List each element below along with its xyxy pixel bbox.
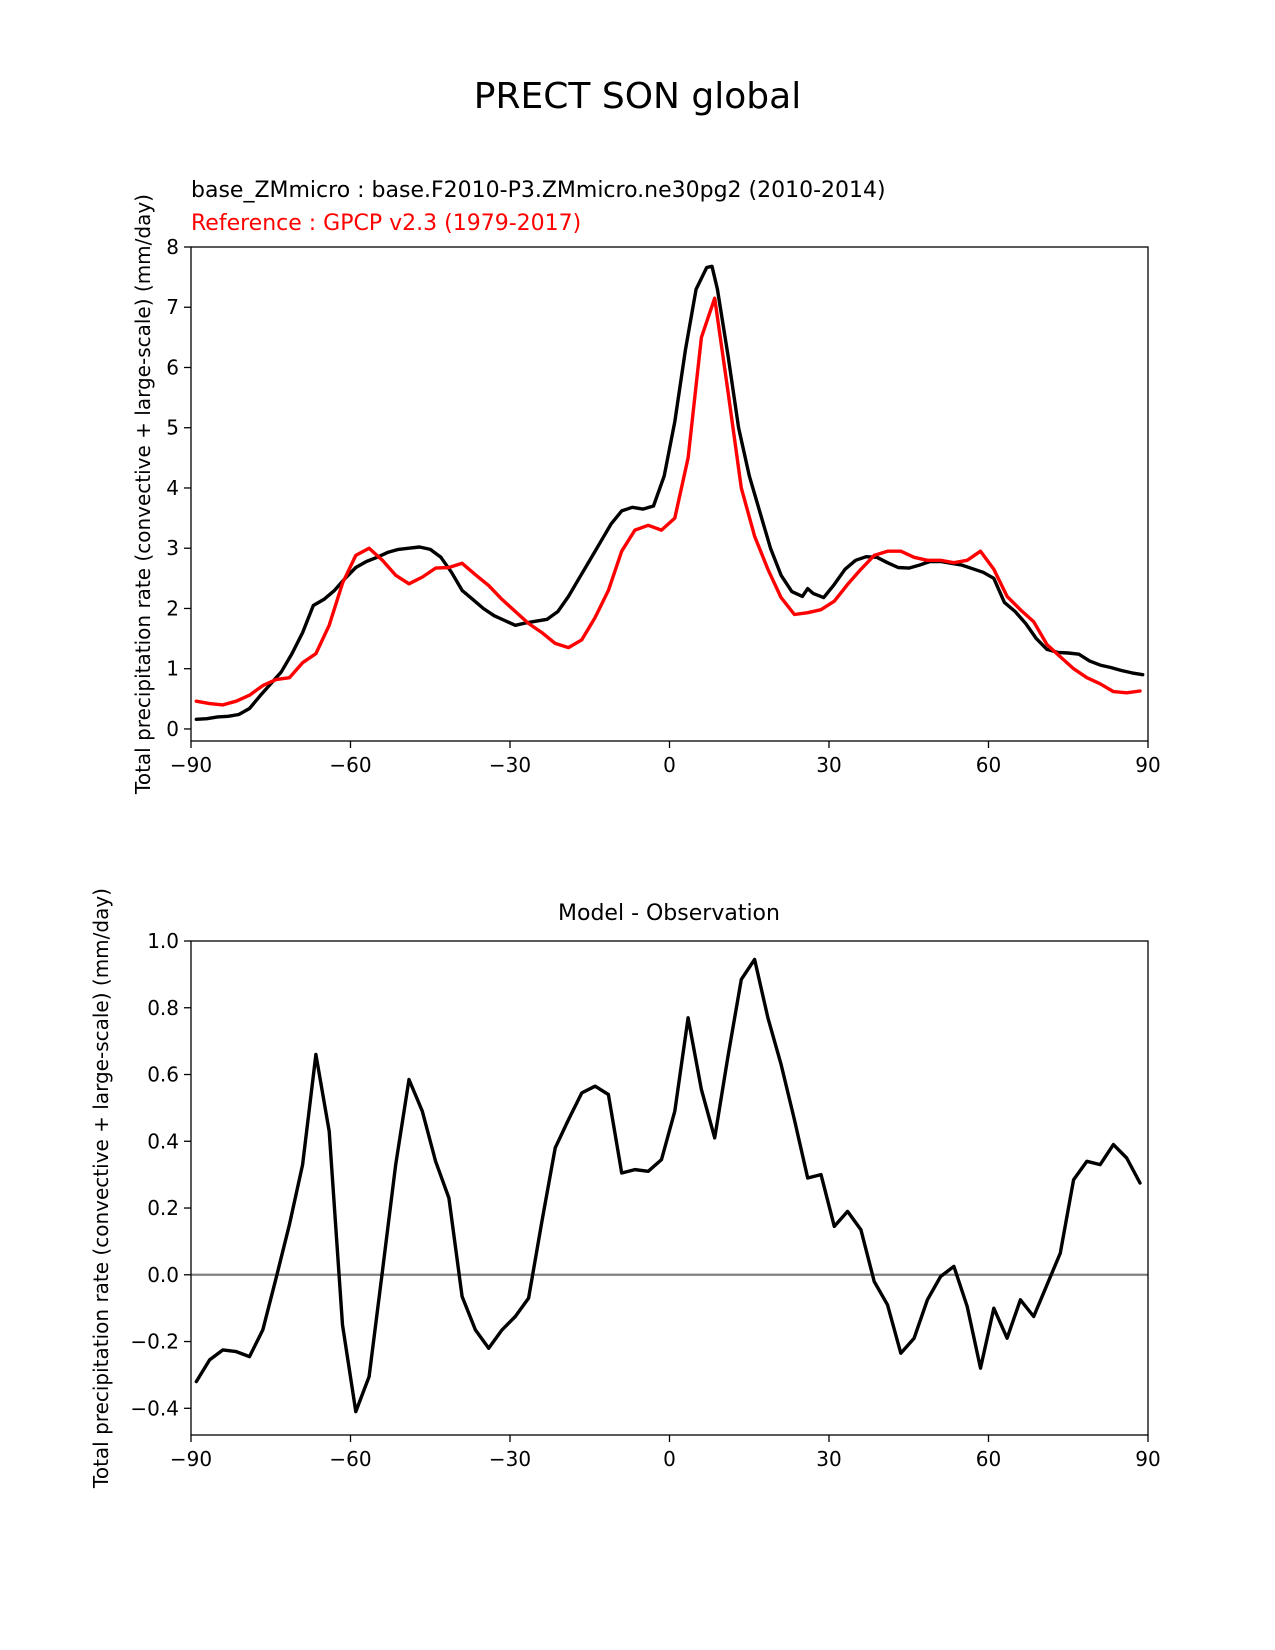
top-plot-area: −90 −60 −30 0 30 60 90 0 1 2 3 4 5 6 7 8 <box>166 235 1160 777</box>
y-tick-label: 5 <box>166 416 179 440</box>
x-tick-label: 60 <box>976 1447 1001 1471</box>
y-tick-label: 0 <box>166 717 179 741</box>
x-tick-label: 0 <box>663 753 676 777</box>
y-tick-label: 1.0 <box>147 929 179 953</box>
x-tick-label: 30 <box>816 1447 841 1471</box>
x-tick-label: −30 <box>489 753 531 777</box>
x-tick-label: −60 <box>329 1447 371 1471</box>
x-tick-label: 30 <box>816 753 841 777</box>
x-tick-label: 90 <box>1135 753 1160 777</box>
x-tick-label: 60 <box>976 753 1001 777</box>
y-tick-label: 0.8 <box>147 996 179 1020</box>
y-tick-label: 4 <box>166 476 179 500</box>
y-tick-label: 6 <box>166 355 179 379</box>
x-tick-label: −90 <box>170 1447 212 1471</box>
x-tick-label: 0 <box>663 1447 676 1471</box>
y-tick-label: 0.4 <box>147 1129 179 1153</box>
y-tick-label: 0.2 <box>147 1196 179 1220</box>
series-line-gpcp-v2-3 <box>194 296 1142 707</box>
y-tick-label: 0.0 <box>147 1263 179 1287</box>
series-line-base-zmmicro <box>194 264 1145 721</box>
top-y-axis-label: Total precipitation rate (convective + l… <box>131 194 155 795</box>
reference-legend-title: Reference : GPCP v2.3 (1979-2017) <box>191 211 581 236</box>
y-tick-label: 7 <box>166 295 179 319</box>
model-legend-title: base_ZMmicro : base.F2010-P3.ZMmicro.ne3… <box>191 178 886 203</box>
y-tick-label: −0.4 <box>130 1396 179 1420</box>
y-tick-label: 1 <box>166 657 179 681</box>
figure-title: PRECT SON global <box>474 76 801 117</box>
plot-frame <box>190 246 1149 742</box>
y-tick-label: −0.2 <box>130 1330 179 1354</box>
top-panel: base_ZMmicro : base.F2010-P3.ZMmicro.ne3… <box>131 178 1161 795</box>
x-tick-label: −30 <box>489 1447 531 1471</box>
x-tick-label: 90 <box>1135 1447 1160 1471</box>
x-tick-label: −60 <box>329 753 371 777</box>
y-tick-label: 3 <box>166 536 179 560</box>
bottom-plot-area: −90 −60 −30 0 30 60 90 −0.4 −0.2 0.0 0.2 0.4 0.6 0.8 1… <box>130 929 1160 1471</box>
y-tick-label: 8 <box>166 235 179 259</box>
x-tick-label: −90 <box>170 753 212 777</box>
difference-title: Model - Observation <box>558 901 780 926</box>
y-tick-label: 2 <box>166 596 179 620</box>
y-tick-label: 0.6 <box>147 1063 179 1087</box>
bottom-panel: Model - Observation Total precipitation … <box>89 888 1161 1489</box>
series-line-difference <box>194 957 1142 1414</box>
bottom-y-axis-label: Total precipitation rate (convective + l… <box>89 888 113 1489</box>
